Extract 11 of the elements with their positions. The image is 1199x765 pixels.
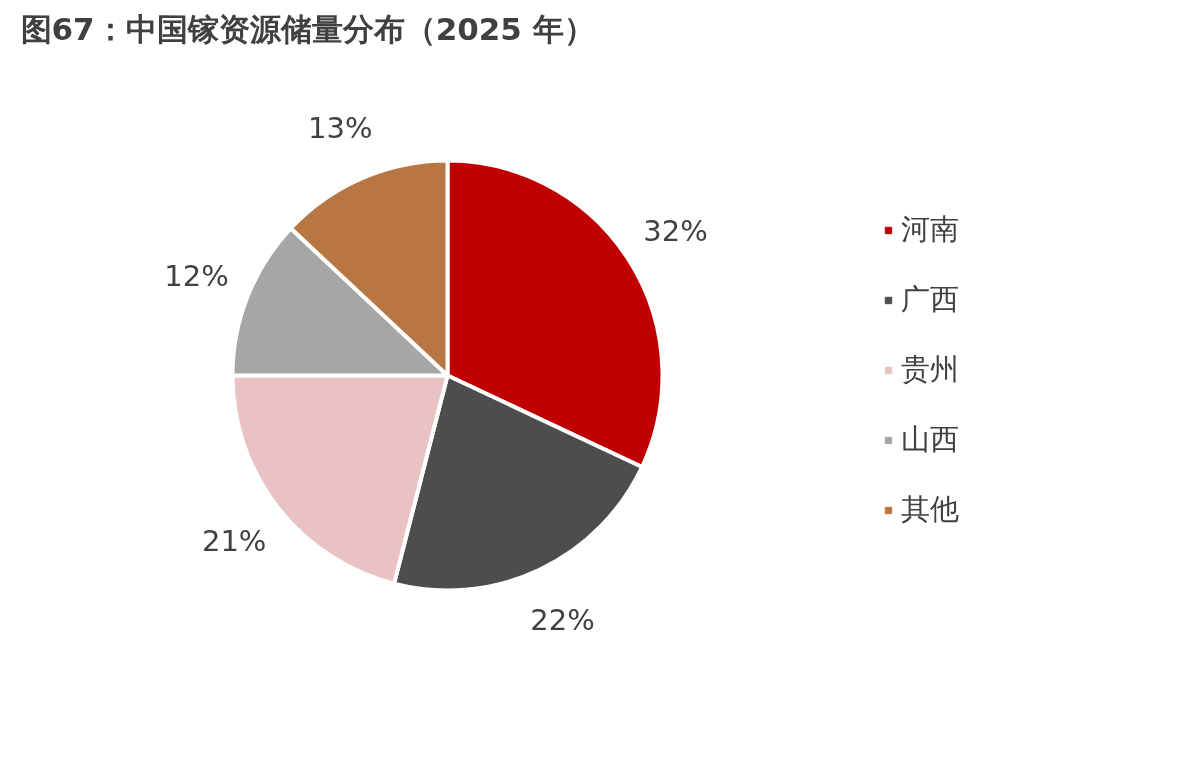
legend-label: 贵州	[901, 351, 959, 388]
data-label: 21%	[201, 523, 267, 558]
chart-title: 图67：中国镓资源储量分布（2025 年）	[20, 10, 595, 47]
legend-label: 河南	[901, 211, 959, 248]
legend-label: 山西	[901, 421, 959, 458]
data-label: 22%	[530, 602, 595, 637]
legend-label: 广西	[901, 281, 959, 318]
data-label: 12%	[164, 259, 229, 294]
data-label: 32%	[643, 213, 708, 248]
data-label: 13%	[308, 110, 373, 145]
legend-label: 其他	[901, 491, 959, 528]
